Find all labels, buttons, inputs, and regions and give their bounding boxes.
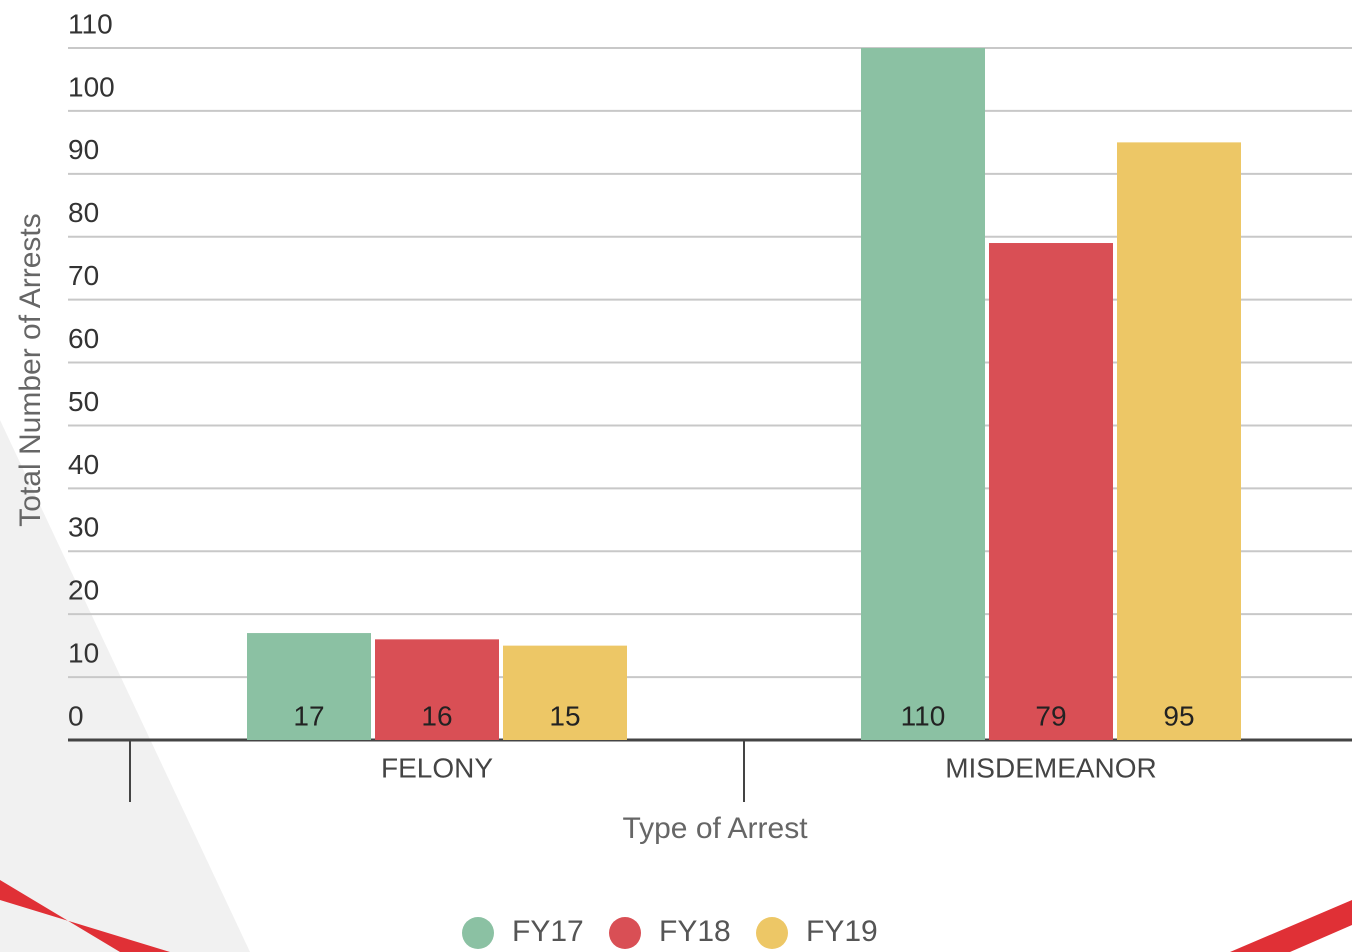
data-label: 110 (901, 700, 946, 731)
x-axis-title: Type of Arrest (622, 812, 808, 845)
bar (503, 645, 627, 740)
data-label: 95 (1163, 700, 1194, 731)
legend-marker (462, 917, 494, 949)
legend-marker (756, 917, 788, 949)
y-tick-label: 40 (68, 449, 99, 480)
background-decoration (0, 420, 250, 952)
y-tick-label: 30 (68, 512, 99, 543)
data-label: 16 (421, 700, 452, 731)
data-label: 17 (293, 700, 324, 731)
y-axis-title: Total Number of Arrests (14, 213, 47, 526)
legend-label: FY17 (512, 915, 584, 948)
y-tick-label: 10 (68, 637, 99, 668)
bar (375, 639, 499, 740)
background-decoration (1230, 900, 1352, 952)
y-tick-label: 110 (68, 8, 113, 39)
y-tick-label: 90 (68, 134, 99, 165)
legend-marker (609, 917, 641, 949)
legend-label: FY18 (659, 915, 731, 948)
y-tick-label: 0 (68, 700, 84, 731)
bar (1117, 142, 1241, 740)
y-tick-label: 60 (68, 323, 99, 354)
legend-label: FY19 (806, 915, 878, 948)
y-tick-label: 50 (68, 386, 99, 417)
y-tick-label: 20 (68, 575, 99, 606)
x-tick-label: MISDEMEANOR (945, 752, 1157, 783)
data-label: 15 (549, 700, 580, 731)
bar (861, 48, 985, 740)
x-tick-label: FELONY (381, 752, 493, 783)
data-label: 79 (1035, 700, 1066, 731)
bar (247, 633, 371, 740)
y-tick-label: 80 (68, 197, 99, 228)
bar (989, 243, 1113, 740)
y-tick-label: 70 (68, 260, 99, 291)
y-tick-label: 100 (68, 71, 115, 102)
